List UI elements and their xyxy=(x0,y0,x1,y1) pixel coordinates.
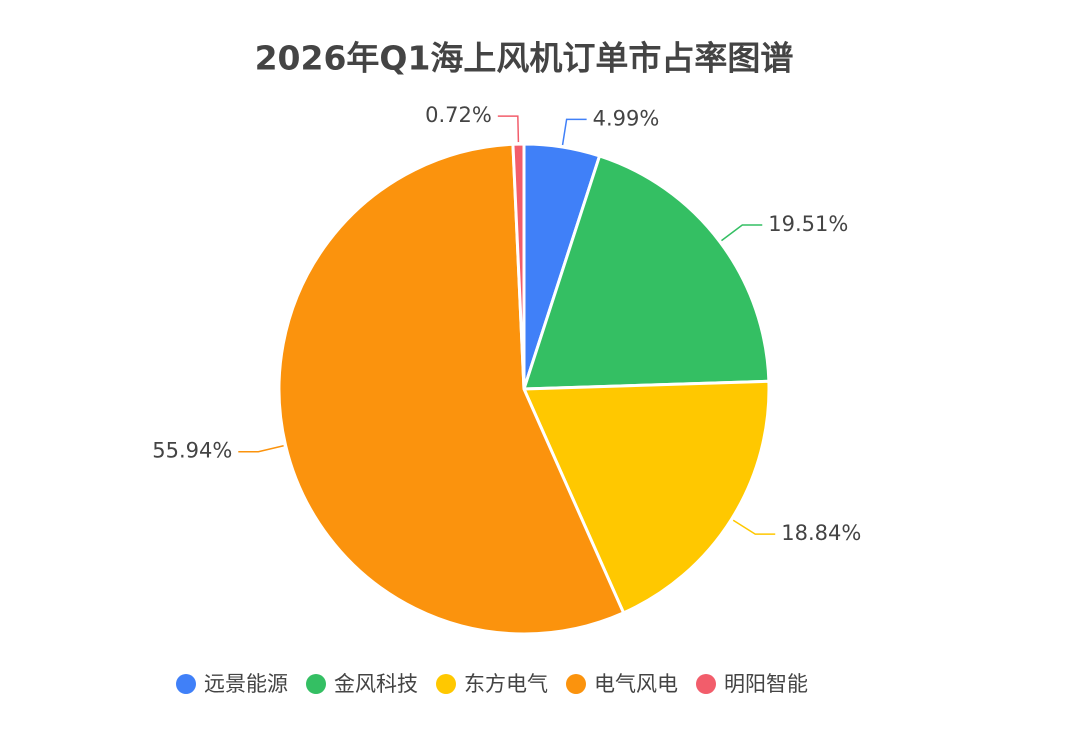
legend-label: 东方电气 xyxy=(464,672,548,696)
legend-marker xyxy=(696,674,716,694)
legend-label: 电气风电 xyxy=(594,672,678,696)
legend-marker xyxy=(176,674,196,694)
data-label: 0.72% xyxy=(425,103,492,127)
label-line xyxy=(497,115,520,143)
label-line xyxy=(238,445,284,453)
data-label: 4.99% xyxy=(593,106,660,130)
pie-slice xyxy=(521,379,771,615)
pie-slice xyxy=(511,142,526,390)
data-label: 18.84% xyxy=(781,521,861,545)
label-line xyxy=(721,224,763,242)
data-label: 19.51% xyxy=(768,212,848,236)
legend-marker xyxy=(436,674,456,694)
legend-label: 金风科技 xyxy=(334,672,418,696)
chart-title: 2026年Q1海上风机订单市占率图谱 xyxy=(255,39,794,78)
pie-slice xyxy=(521,154,771,391)
label-line xyxy=(561,118,587,146)
legend-label: 远景能源 xyxy=(204,672,288,696)
legend-marker xyxy=(566,674,586,694)
pie-slice xyxy=(277,142,626,636)
legend-label: 明阳智能 xyxy=(724,672,808,696)
legend-marker xyxy=(306,674,326,694)
label-line xyxy=(732,519,776,535)
data-label: 55.94% xyxy=(152,439,232,463)
